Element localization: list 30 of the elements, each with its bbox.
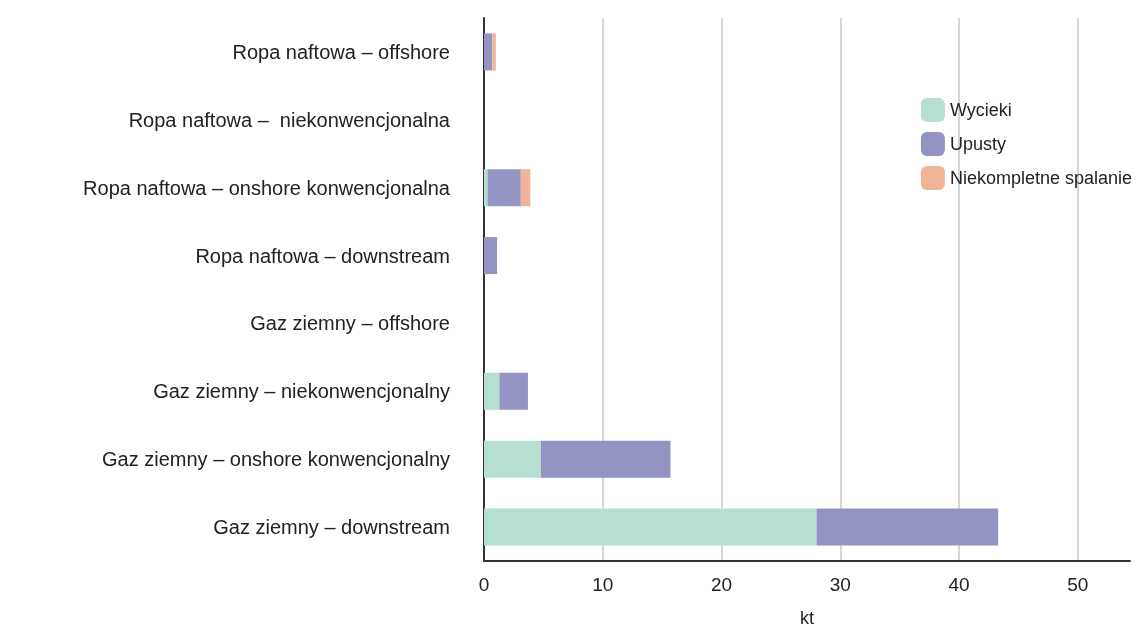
- bar: [487, 169, 521, 207]
- y-tick-label: Ropa naftowa – niekonwencjonalna: [128, 108, 451, 131]
- y-tick-label: Ropa naftowa – downstream: [195, 244, 450, 267]
- bar: [484, 237, 498, 275]
- x-tick-label: 40: [948, 574, 970, 595]
- bar: [520, 169, 531, 207]
- legend-label: Upusty: [949, 134, 1006, 154]
- y-tick-label: Gaz ziemny – offshore: [250, 312, 450, 335]
- y-tick-label: Gaz ziemny – downstream: [213, 516, 450, 539]
- bar: [484, 372, 500, 410]
- legend-label: Wycieki: [949, 100, 1012, 120]
- x-axis-title: kt: [799, 608, 815, 628]
- bar: [492, 33, 496, 71]
- y-tick-label: Ropa naftowa – onshore konwencjonalna: [83, 176, 451, 199]
- y-tick-label: Gaz ziemny – onshore konwencjonalny: [102, 448, 450, 471]
- bar: [484, 169, 488, 207]
- x-tick-label: 30: [829, 574, 851, 595]
- y-tick-label: Ropa naftowa – offshore: [232, 40, 450, 63]
- x-tick-label: 10: [592, 574, 614, 595]
- legend-label: Niekompletne spalanie: [949, 168, 1132, 188]
- x-tick-label: 20: [710, 574, 733, 595]
- x-tick-label: 50: [1067, 574, 1089, 595]
- bar: [484, 508, 817, 546]
- bar: [499, 372, 528, 410]
- x-tick-label: 0: [478, 574, 490, 595]
- bar: [541, 440, 671, 478]
- bar: [484, 440, 541, 478]
- y-tick-label: Gaz ziemny – niekonwencjonalny: [153, 380, 450, 403]
- bar: [816, 508, 999, 546]
- bar: [484, 33, 493, 71]
